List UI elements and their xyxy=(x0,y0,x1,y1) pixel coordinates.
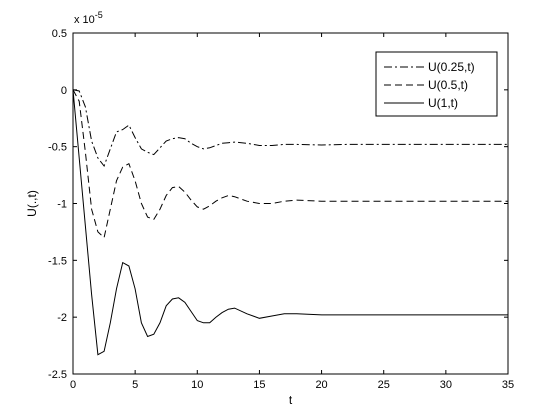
x-tick-label: 25 xyxy=(378,379,390,391)
series-line-0 xyxy=(72,89,508,168)
y-tick-label: -1 xyxy=(57,199,67,211)
x-tick-label: 10 xyxy=(191,379,203,391)
x-tick-label: 20 xyxy=(315,379,327,391)
plot-area xyxy=(72,89,508,356)
y-tick-label: 0 xyxy=(61,85,67,97)
y-tick-label: -2 xyxy=(57,312,67,324)
x-tick-label: 15 xyxy=(253,379,265,391)
x-tick-label: 0 xyxy=(70,379,76,391)
x-axis-label: t xyxy=(289,393,293,407)
x-tick-label: 5 xyxy=(132,379,138,391)
legend-entry: U(0.25,t) xyxy=(428,60,475,74)
axis-ticks: 0 5 10 15 20 25 30 35 -2.5 -2 -1.5 -1 -0.5 0 0.5 xyxy=(48,28,514,391)
y-tick-label: -0.5 xyxy=(48,142,67,154)
x-tick-label: 30 xyxy=(440,379,452,391)
legend-box xyxy=(375,51,498,117)
series-line-2 xyxy=(72,89,508,356)
series-line-1 xyxy=(72,89,508,239)
legend-entry: U(0.5,t) xyxy=(428,78,468,92)
y-tick-label: -2.5 xyxy=(48,369,67,381)
y-axis-label: U(.,t) xyxy=(25,190,39,217)
x-tick-label: 35 xyxy=(502,379,514,391)
y-tick-label: -1.5 xyxy=(48,255,67,267)
legend-entry: U(1,t) xyxy=(428,96,458,110)
y-multiplier-label: x 10-5 xyxy=(74,10,103,26)
legend: U(0.25,t) U(0.5,t) U(1,t) xyxy=(375,51,498,117)
y-tick-label: 0.5 xyxy=(52,28,67,40)
